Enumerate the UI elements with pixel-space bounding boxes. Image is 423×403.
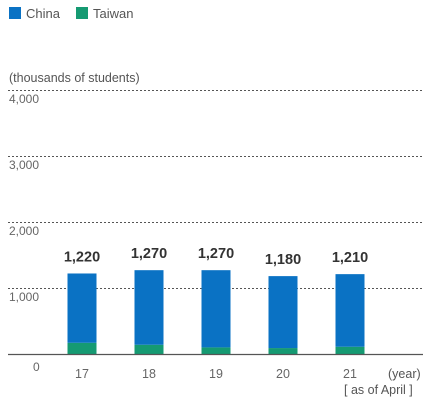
chart-note: [ as of April ] <box>344 383 413 397</box>
axis-ticks: 0 1,000 2,000 3,000 4,000 17 18 19 20 21 <box>9 92 357 381</box>
value-labels: 1,220 1,270 1,270 1,180 1,210 <box>64 246 368 268</box>
x-tick-label: 17 <box>75 367 89 381</box>
y-tick-label: 1,000 <box>9 290 39 304</box>
legend: China Taiwan <box>9 6 133 21</box>
legend-swatch-china <box>9 7 21 19</box>
bar-china-21 <box>335 274 365 347</box>
y-tick-label: 2,000 <box>9 224 39 238</box>
bar-total-label: 1,210 <box>332 250 368 266</box>
bar-taiwan-21 <box>335 346 365 354</box>
y-tick-label: 3,000 <box>9 158 39 172</box>
bar-taiwan-20 <box>268 348 298 354</box>
x-tick-label: 21 <box>343 367 357 381</box>
y-axis-title: (thousands of students) <box>9 71 140 85</box>
legend-label-china: China <box>26 6 61 21</box>
bar-china-17 <box>67 273 97 343</box>
y-tick-label: 0 <box>33 360 40 374</box>
bar-taiwan-18 <box>134 344 164 354</box>
x-tick-label: 18 <box>142 367 156 381</box>
bars <box>67 270 365 354</box>
bar-total-label: 1,270 <box>131 246 167 262</box>
bar-total-label: 1,220 <box>64 249 100 265</box>
bar-china-18 <box>134 270 164 345</box>
bar-china-20 <box>268 276 298 349</box>
x-axis-title: (year) <box>388 367 421 381</box>
x-tick-label: 19 <box>209 367 223 381</box>
y-tick-label: 4,000 <box>9 92 39 106</box>
bar-taiwan-17 <box>67 342 97 354</box>
bar-total-label: 1,180 <box>265 252 301 268</box>
legend-swatch-taiwan <box>76 7 88 19</box>
bar-total-label: 1,270 <box>198 246 234 262</box>
legend-label-taiwan: Taiwan <box>93 6 133 21</box>
x-tick-label: 20 <box>276 367 290 381</box>
bar-china-19 <box>201 270 231 348</box>
bar-taiwan-19 <box>201 347 231 354</box>
